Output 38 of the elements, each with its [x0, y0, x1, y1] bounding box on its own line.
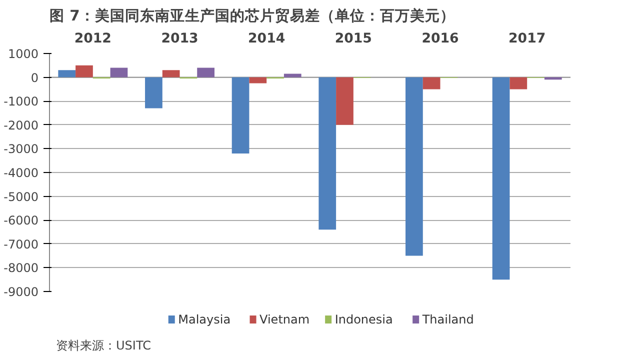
- y-tick-label: -9000: [4, 285, 39, 299]
- y-tick-label: -1000: [4, 94, 39, 109]
- y-tick-label: -2000: [4, 118, 39, 132]
- x-tick-label: 2013: [161, 32, 198, 46]
- bar: [76, 65, 93, 78]
- legend-label: Vietnam: [260, 312, 310, 326]
- y-tick-label: -8000: [4, 261, 39, 276]
- legend-label: Malaysia: [178, 312, 231, 326]
- y-tick-label: -6000: [4, 214, 39, 228]
- y-tick-label: -5000: [4, 190, 39, 204]
- bar: [406, 77, 423, 256]
- bar: [110, 68, 128, 78]
- bar: [492, 77, 510, 280]
- x-tick-label: 2016: [422, 32, 459, 46]
- bar: [162, 70, 180, 78]
- bar: [58, 70, 76, 78]
- bar: [197, 68, 214, 78]
- y-tick-label: -4000: [4, 166, 39, 180]
- bar: [249, 77, 267, 84]
- x-tick-label: 2014: [248, 32, 286, 46]
- bar: [336, 77, 354, 125]
- y-tick-label: -3000: [4, 142, 39, 156]
- x-tick-label: 2015: [334, 32, 372, 46]
- y-tick-label: 1000: [8, 47, 39, 61]
- legend-label: Thailand: [421, 312, 474, 326]
- bar: [284, 74, 302, 78]
- bar: [510, 77, 528, 90]
- x-tick-label: 2017: [508, 32, 546, 46]
- y-tick-label: -7000: [4, 237, 39, 252]
- bar: [145, 77, 162, 108]
- bar: [318, 77, 336, 230]
- text: 资料来源：USITC: [56, 338, 151, 352]
- bar: [422, 77, 440, 90]
- chart-title: 图 7：美国同东南亚生产国的芯片贸易差（单位：百万美元）: [50, 6, 455, 24]
- y-tick-label: 0: [30, 70, 39, 85]
- bar: [232, 77, 250, 154]
- legend-label: Indonesia: [334, 312, 393, 326]
- x-tick-label: 2012: [74, 32, 112, 46]
